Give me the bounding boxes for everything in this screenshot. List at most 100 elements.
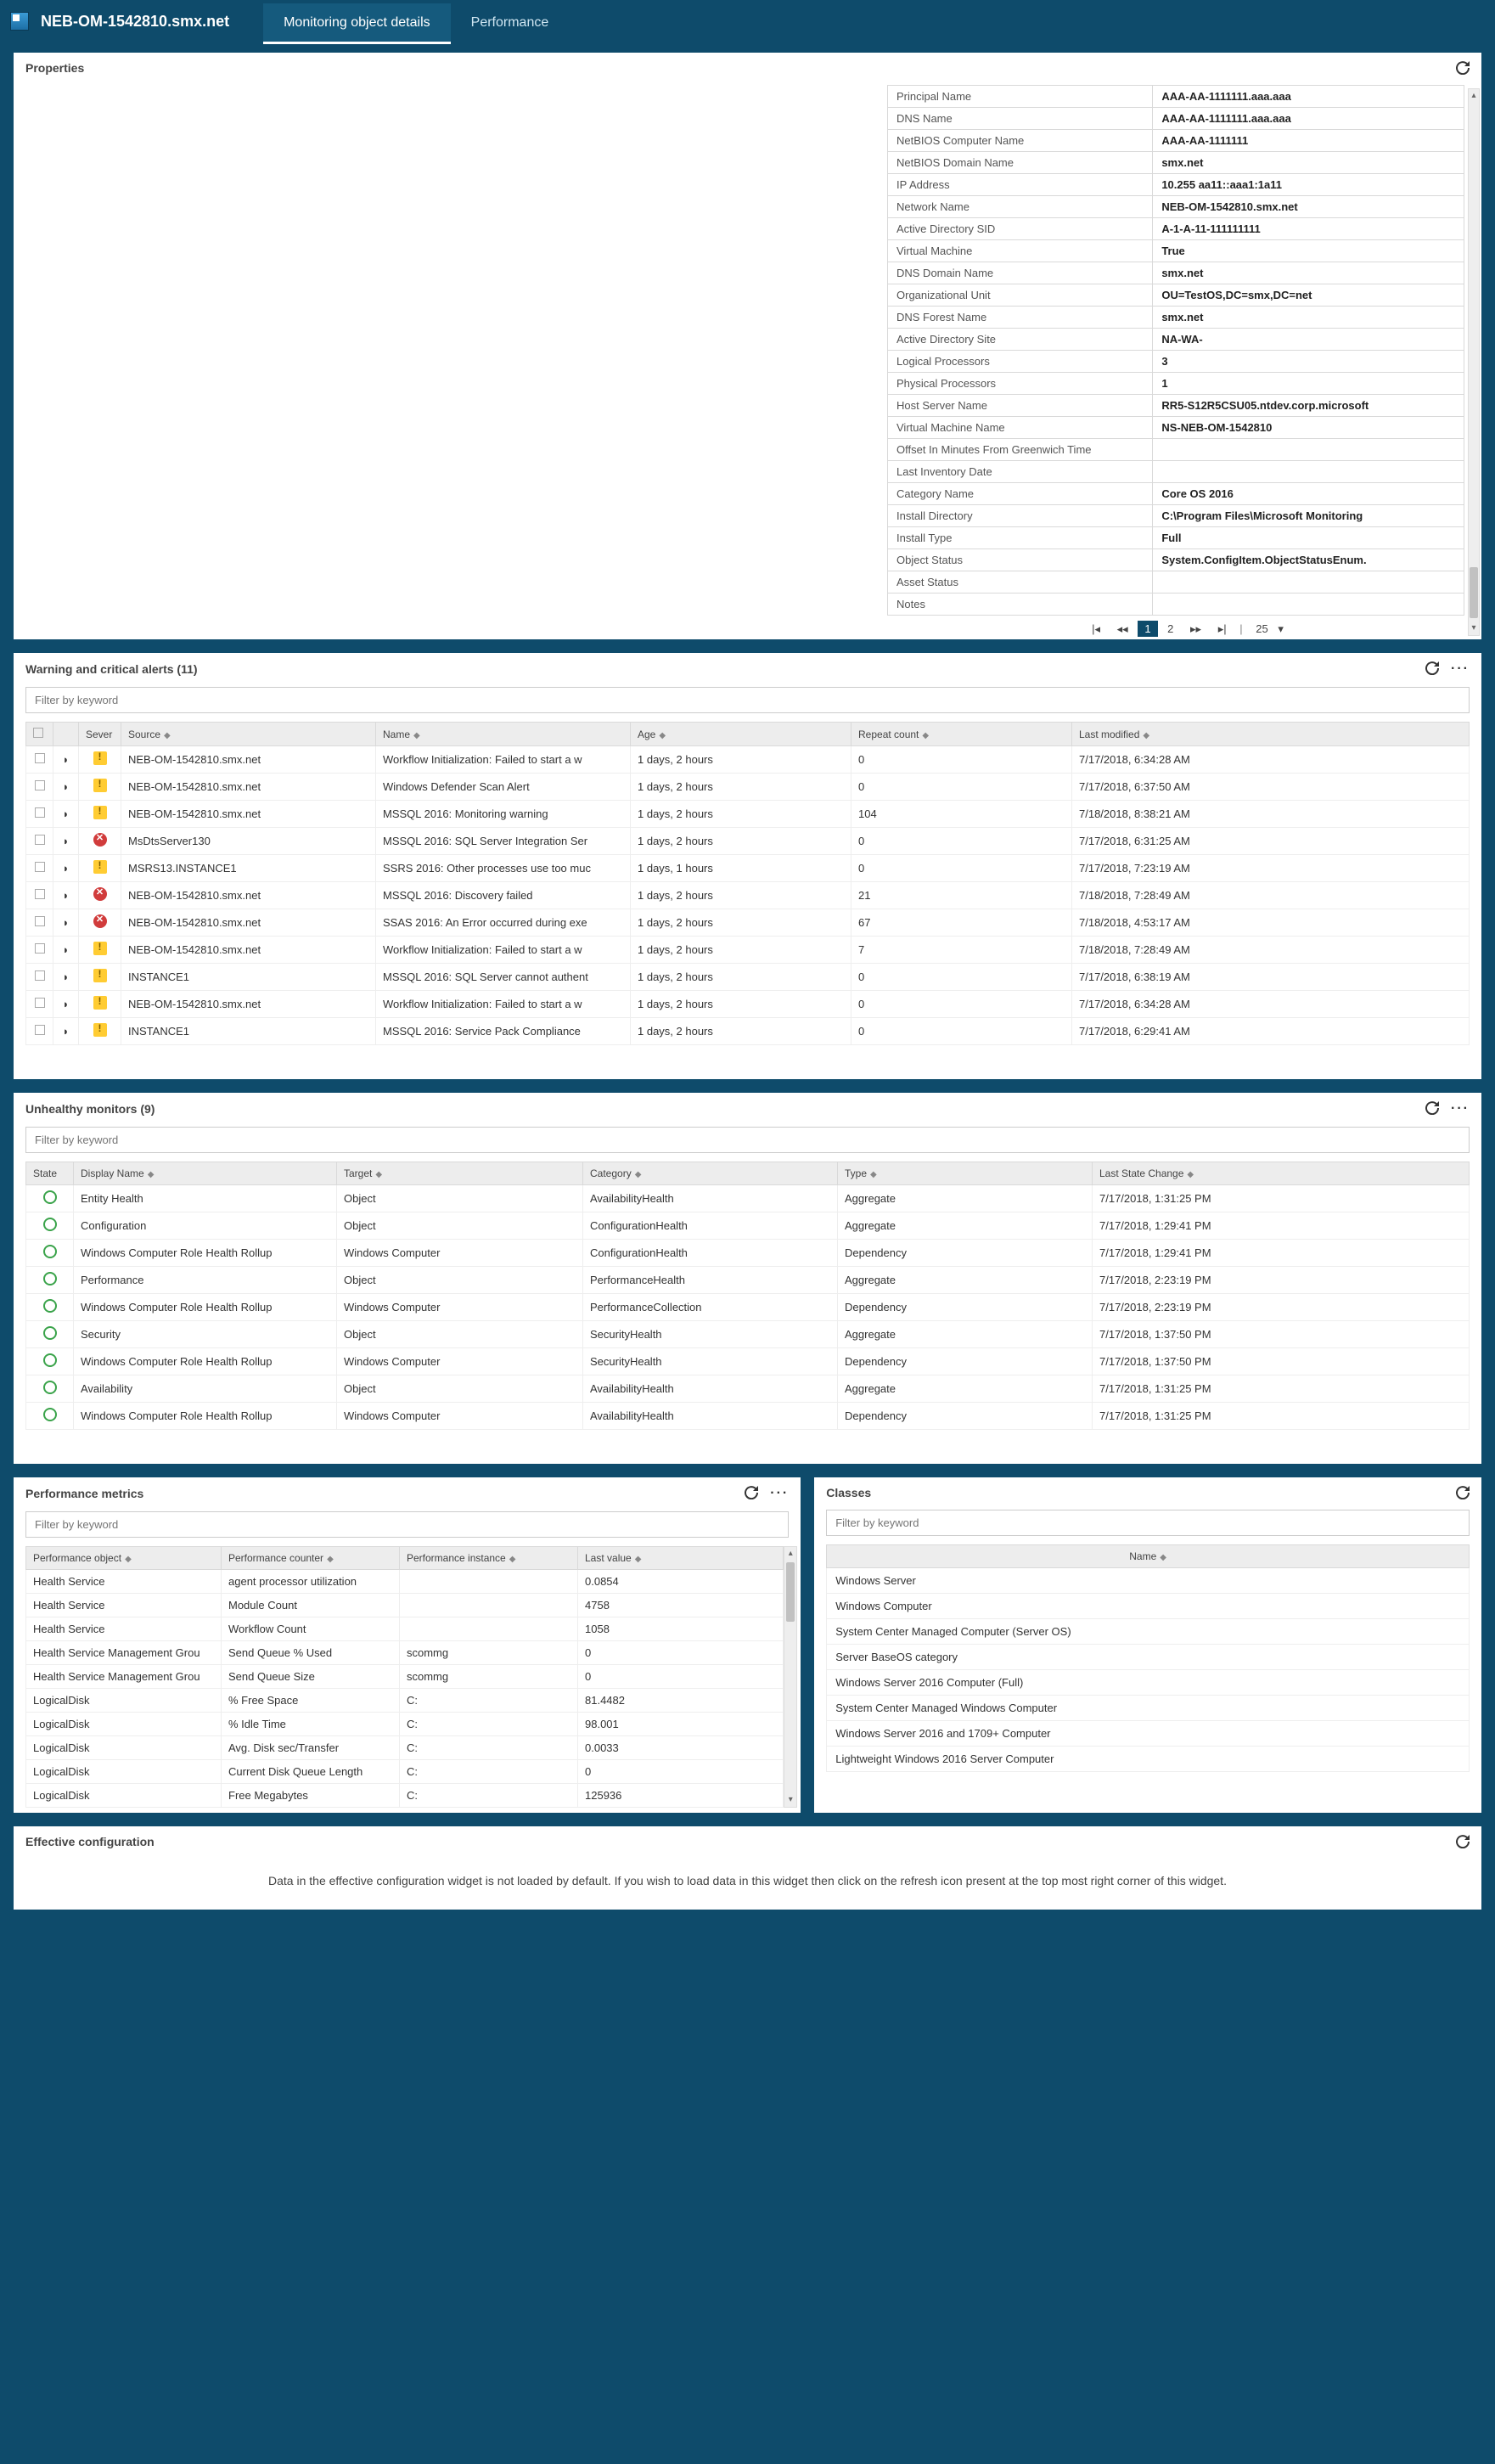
- perf-row[interactable]: LogicalDisk% Free SpaceC:81.4482: [26, 1689, 784, 1713]
- row-checkbox[interactable]: [35, 862, 45, 872]
- col-age[interactable]: Age◆: [631, 723, 851, 746]
- alert-row[interactable]: ◗MSRS13.INSTANCE1SSRS 2016: Other proces…: [26, 855, 1470, 882]
- perf-row[interactable]: Health Serviceagent processor utilizatio…: [26, 1570, 784, 1594]
- col-last-change[interactable]: Last State Change◆: [1093, 1162, 1470, 1185]
- expand-icon[interactable]: ◗: [63, 807, 70, 820]
- alert-row[interactable]: ◗NEB-OM-1542810.smx.netWindows Defender …: [26, 774, 1470, 801]
- alert-row[interactable]: ◗INSTANCE1MSSQL 2016: SQL Server cannot …: [26, 964, 1470, 991]
- row-checkbox[interactable]: [35, 916, 45, 926]
- expand-icon[interactable]: ◗: [63, 998, 70, 1010]
- perf-scrollbar[interactable]: ▴ ▾: [784, 1546, 797, 1808]
- col-perf-counter[interactable]: Performance counter◆: [222, 1547, 400, 1570]
- expand-icon[interactable]: ◗: [63, 835, 70, 847]
- expand-icon[interactable]: ◗: [63, 943, 70, 956]
- class-row[interactable]: Windows Server 2016 and 1709+ Computer: [827, 1721, 1470, 1747]
- properties-scrollbar[interactable]: ▴ ▾: [1468, 88, 1480, 636]
- more-icon[interactable]: ···: [1451, 1101, 1470, 1117]
- scroll-thumb[interactable]: [786, 1562, 795, 1622]
- refresh-icon[interactable]: [1456, 1486, 1470, 1499]
- perf-row[interactable]: Health Service Management GrouSend Queue…: [26, 1665, 784, 1689]
- alert-row[interactable]: ◗MsDtsServer130MSSQL 2016: SQL Server In…: [26, 828, 1470, 855]
- col-class-name[interactable]: Name◆: [827, 1545, 1470, 1568]
- row-checkbox[interactable]: [35, 780, 45, 790]
- class-row[interactable]: Windows Server 2016 Computer (Full): [827, 1670, 1470, 1696]
- perf-row[interactable]: Health ServiceWorkflow Count1058: [26, 1617, 784, 1641]
- alert-row[interactable]: ◗INSTANCE1MSSQL 2016: Service Pack Compl…: [26, 1018, 1470, 1045]
- perf-row[interactable]: LogicalDisk% Idle TimeC:98.001: [26, 1713, 784, 1736]
- monitor-row[interactable]: PerformanceObjectPerformanceHealthAggreg…: [26, 1267, 1470, 1294]
- perf-row[interactable]: LogicalDiskAvg. Disk sec/TransferC:0.003…: [26, 1736, 784, 1760]
- monitor-row[interactable]: Windows Computer Role Health RollupWindo…: [26, 1403, 1470, 1430]
- col-perf-object[interactable]: Performance object◆: [26, 1547, 222, 1570]
- alert-row[interactable]: ◗NEB-OM-1542810.smx.netWorkflow Initiali…: [26, 746, 1470, 774]
- expand-icon[interactable]: ◗: [63, 889, 70, 902]
- monitors-filter-input[interactable]: [25, 1127, 1470, 1153]
- alert-row[interactable]: ◗NEB-OM-1542810.smx.netSSAS 2016: An Err…: [26, 909, 1470, 937]
- col-name[interactable]: Name◆: [376, 723, 631, 746]
- expand-icon[interactable]: ◗: [63, 1025, 70, 1038]
- monitor-row[interactable]: Windows Computer Role Health RollupWindo…: [26, 1294, 1470, 1321]
- monitor-row[interactable]: Entity HealthObjectAvailabilityHealthAgg…: [26, 1185, 1470, 1212]
- pager-last[interactable]: ▸|: [1211, 621, 1234, 638]
- col-severity[interactable]: Sever: [79, 723, 121, 746]
- monitor-row[interactable]: SecurityObjectSecurityHealthAggregate7/1…: [26, 1321, 1470, 1348]
- perf-row[interactable]: Health Service Management GrouSend Queue…: [26, 1641, 784, 1665]
- alert-row[interactable]: ◗NEB-OM-1542810.smx.netMSSQL 2016: Monit…: [26, 801, 1470, 828]
- class-row[interactable]: Lightweight Windows 2016 Server Computer: [827, 1747, 1470, 1772]
- row-checkbox[interactable]: [35, 753, 45, 763]
- scroll-up-arrow[interactable]: ▴: [784, 1547, 796, 1561]
- monitor-row[interactable]: ConfigurationObjectConfigurationHealthAg…: [26, 1212, 1470, 1240]
- row-checkbox[interactable]: [35, 943, 45, 954]
- expand-icon[interactable]: ◗: [63, 753, 70, 766]
- refresh-icon[interactable]: [1425, 661, 1439, 677]
- pager-page-1[interactable]: 1: [1138, 621, 1157, 637]
- col-source[interactable]: Source◆: [121, 723, 376, 746]
- pager-next[interactable]: ▸▸: [1183, 621, 1208, 638]
- col-perf-instance[interactable]: Performance instance◆: [400, 1547, 578, 1570]
- scroll-up-arrow[interactable]: ▴: [1469, 89, 1479, 103]
- col-modified[interactable]: Last modified◆: [1072, 723, 1470, 746]
- perf-row[interactable]: LogicalDiskFree MegabytesC:125936: [26, 1784, 784, 1808]
- scroll-down-arrow[interactable]: ▾: [784, 1793, 796, 1807]
- pager-first[interactable]: |◂: [1085, 621, 1107, 638]
- monitor-row[interactable]: Windows Computer Role Health RollupWindo…: [26, 1348, 1470, 1375]
- class-row[interactable]: Windows Computer: [827, 1594, 1470, 1619]
- col-type[interactable]: Type◆: [838, 1162, 1093, 1185]
- pager-size-icon[interactable]: ▾: [1278, 622, 1284, 635]
- refresh-icon[interactable]: [745, 1486, 758, 1501]
- row-checkbox[interactable]: [35, 1025, 45, 1035]
- col-target[interactable]: Target◆: [337, 1162, 583, 1185]
- perf-row[interactable]: LogicalDiskCurrent Disk Queue LengthC:0: [26, 1760, 784, 1784]
- refresh-icon[interactable]: [1456, 61, 1470, 75]
- col-repeat[interactable]: Repeat count◆: [851, 723, 1072, 746]
- alert-row[interactable]: ◗NEB-OM-1542810.smx.netWorkflow Initiali…: [26, 991, 1470, 1018]
- refresh-icon[interactable]: [1456, 1835, 1470, 1848]
- scroll-down-arrow[interactable]: ▾: [1469, 622, 1479, 635]
- row-checkbox[interactable]: [35, 807, 45, 818]
- tab-monitoring-object-details[interactable]: Monitoring object details: [263, 3, 451, 44]
- class-row[interactable]: System Center Managed Windows Computer: [827, 1696, 1470, 1721]
- col-category[interactable]: Category◆: [583, 1162, 838, 1185]
- alert-row[interactable]: ◗NEB-OM-1542810.smx.netMSSQL 2016: Disco…: [26, 882, 1470, 909]
- class-row[interactable]: Windows Server: [827, 1568, 1470, 1594]
- alert-row[interactable]: ◗NEB-OM-1542810.smx.netWorkflow Initiali…: [26, 937, 1470, 964]
- class-row[interactable]: System Center Managed Computer (Server O…: [827, 1619, 1470, 1645]
- tab-performance[interactable]: Performance: [451, 3, 570, 42]
- scroll-thumb[interactable]: [1470, 567, 1478, 618]
- more-icon[interactable]: ···: [1451, 661, 1470, 677]
- more-icon[interactable]: ···: [770, 1486, 789, 1501]
- refresh-icon[interactable]: [1425, 1101, 1439, 1117]
- col-perf-last[interactable]: Last value◆: [578, 1547, 784, 1570]
- expand-icon[interactable]: ◗: [63, 862, 70, 875]
- select-all-checkbox[interactable]: [33, 728, 43, 738]
- expand-icon[interactable]: ◗: [63, 780, 70, 793]
- monitor-row[interactable]: AvailabilityObjectAvailabilityHealthAggr…: [26, 1375, 1470, 1403]
- classes-filter-input[interactable]: [826, 1510, 1470, 1536]
- class-row[interactable]: Server BaseOS category: [827, 1645, 1470, 1670]
- col-state[interactable]: State: [26, 1162, 74, 1185]
- pager-size[interactable]: 25: [1249, 621, 1274, 637]
- expand-icon[interactable]: ◗: [63, 970, 70, 983]
- row-checkbox[interactable]: [35, 970, 45, 981]
- row-checkbox[interactable]: [35, 998, 45, 1008]
- pager-page-2[interactable]: 2: [1161, 621, 1180, 637]
